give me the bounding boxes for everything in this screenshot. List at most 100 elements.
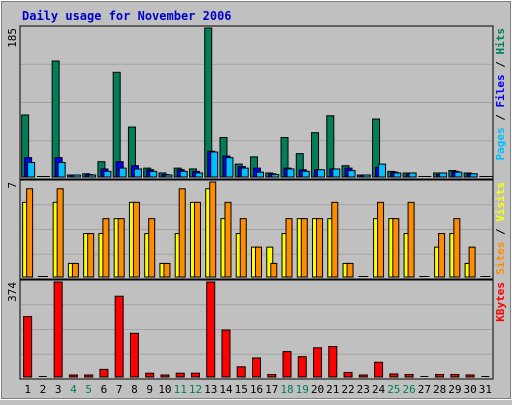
- bar-pages: [210, 151, 219, 178]
- bar-pages: [454, 171, 463, 178]
- day-label: 2: [40, 383, 47, 396]
- bar-sites: [392, 218, 400, 278]
- bar-pages: [256, 171, 264, 178]
- bar-pages: [408, 172, 417, 178]
- bar-pages: [469, 173, 478, 178]
- bar-kbytes: [404, 373, 414, 378]
- bar-pages: [317, 169, 326, 178]
- day-label: 25: [387, 383, 400, 396]
- bar-sites: [102, 218, 110, 278]
- bar-pages: [225, 157, 234, 178]
- day-label: 23: [357, 383, 370, 396]
- day-label: 9: [146, 383, 153, 396]
- bar-sites: [209, 181, 217, 278]
- bar-sites: [316, 218, 324, 278]
- bar-kbytes: [481, 376, 490, 377]
- bar-pages: [133, 168, 142, 178]
- bar-visits: [480, 276, 487, 277]
- bar-kbytes: [313, 347, 323, 378]
- bar-kbytes: [450, 373, 460, 378]
- day-label: 22: [341, 383, 354, 396]
- chart-panels: 185 Pages / Files / Hits 7 Sites / Visits 37…: [6, 25, 507, 380]
- bar-pages: [149, 170, 158, 178]
- day-label: 27: [418, 383, 431, 396]
- bar-kbytes: [328, 346, 338, 378]
- y-max-label: 7: [6, 182, 19, 189]
- bar-kbytes: [84, 374, 94, 378]
- bar-kbytes: [297, 356, 307, 378]
- series-sites: [26, 181, 491, 278]
- bar-visits: [37, 276, 44, 277]
- day-label: 24: [372, 383, 386, 396]
- legend-separator: /: [494, 108, 507, 128]
- bar-sites: [163, 262, 171, 278]
- bar-kbytes: [358, 374, 368, 378]
- bar-kbytes: [190, 372, 200, 378]
- bar-pages: [118, 167, 127, 178]
- day-label: 26: [402, 383, 415, 396]
- day-label: 16: [250, 383, 263, 396]
- bar-kbytes: [389, 373, 399, 378]
- bar-kbytes: [236, 366, 246, 378]
- bar-sites: [255, 246, 262, 278]
- bar-sites: [484, 276, 491, 277]
- day-label: 21: [326, 383, 339, 396]
- legend-entry-sites: Sites: [494, 242, 507, 275]
- day-label: 10: [158, 383, 171, 396]
- bar-pages: [301, 170, 310, 178]
- day-label: 29: [448, 383, 461, 396]
- bar-sites: [224, 201, 232, 278]
- panel-visits-sites: 7 Sites / Visits: [6, 179, 507, 280]
- bar-hits: [326, 115, 335, 178]
- day-label: 15: [235, 383, 248, 396]
- bar-kbytes: [99, 368, 109, 378]
- bar-kbytes: [465, 374, 475, 378]
- bar-pages: [424, 176, 432, 177]
- bar-sites: [468, 246, 476, 278]
- legend-separator: /: [494, 222, 507, 242]
- y-max-label: 374: [6, 282, 19, 302]
- bar-sites: [285, 218, 293, 278]
- bar-kbytes: [282, 351, 292, 378]
- legend-label-kbytes: KBytes: [494, 282, 507, 322]
- day-label: 31: [479, 383, 492, 396]
- day-label: 28: [433, 383, 446, 396]
- bar-pages: [439, 172, 448, 178]
- bar-sites: [453, 218, 461, 278]
- chart-frame-dark: [1, 1, 511, 399]
- bar-kbytes: [53, 281, 63, 378]
- bar-sites: [71, 262, 79, 278]
- bar-sites: [26, 188, 34, 278]
- day-label: 1: [24, 383, 31, 396]
- bar-kbytes: [343, 371, 353, 378]
- day-label: 18: [280, 383, 293, 396]
- bar-sites: [41, 276, 48, 277]
- bar-sites: [438, 233, 446, 278]
- bar-pages: [240, 167, 249, 178]
- bar-kbytes: [252, 357, 261, 378]
- legend-label-visits-sites: Sites / Visits: [494, 182, 507, 275]
- bar-pages: [42, 176, 50, 177]
- bar-pages: [332, 168, 341, 178]
- bar-kbytes: [374, 361, 384, 378]
- bar-pages: [271, 174, 280, 178]
- bar-sites: [331, 201, 339, 278]
- legend-entry-hits: Hits: [494, 28, 507, 55]
- chart-title: Daily usage for November 2006: [22, 9, 232, 23]
- bar-sites: [239, 218, 247, 278]
- day-labels: 1 2 3 4 5 6 7 8 9 10 11 12 13 14 15 16 17 18 19 20 21 22 23 24 2…: [24, 383, 492, 396]
- day-label: 11: [174, 383, 187, 396]
- bar-kbytes: [38, 376, 47, 377]
- bar-sites: [132, 201, 140, 278]
- bar-pages: [88, 174, 97, 178]
- bar-kbytes: [221, 329, 231, 378]
- day-label: 3: [55, 383, 62, 396]
- bar-kbytes: [160, 374, 170, 378]
- bar-kbytes: [267, 373, 277, 378]
- bar-kbytes: [145, 372, 155, 378]
- day-label: 17: [265, 383, 278, 396]
- bar-pages: [27, 162, 36, 178]
- bar-pages: [378, 163, 387, 178]
- bar-sites: [300, 218, 308, 278]
